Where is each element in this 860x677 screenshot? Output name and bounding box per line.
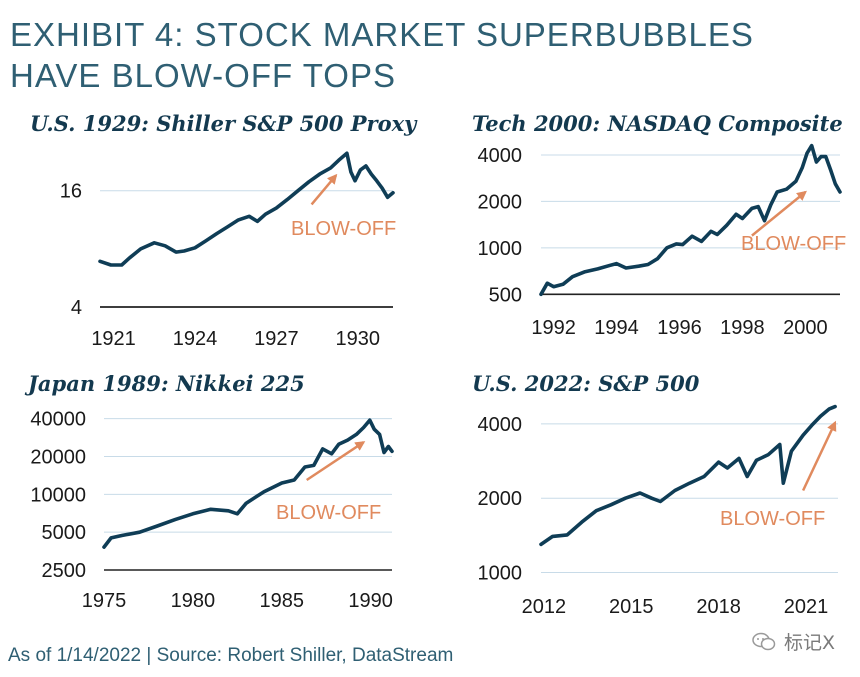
x-tick-label-us1929: 1924 [173,328,218,350]
blowoff-label-japan1989: BLOW-OFF [276,502,381,524]
x-tick-label-tech2000: 1996 [657,317,702,339]
series-line-tech2000 [539,143,842,297]
panel-title-us1929: U.S. 1929: Shiller S&P 500 Proxy [30,111,418,136]
x-tick-label-japan1989: 1980 [171,590,216,612]
blowoff-label-tech2000: BLOW-OFF [741,233,846,255]
y-tick-label-japan1989: 10000 [30,484,86,506]
x-tick-label-tech2000: 1998 [720,317,765,339]
y-tick-label-tech2000: 2000 [478,191,523,213]
panel-us2022: U.S. 2022: S&P 500 4000 2000 1000 2012 2015 2… [472,371,838,618]
y-tick-label-tech2000: 1000 [478,238,523,260]
watermark: 标记X [752,628,835,655]
y-tick-label-us2022: 2000 [478,488,523,510]
x-tick-label-tech2000: 1994 [594,317,639,339]
exhibit-title: EXHIBIT 4: STOCK MARKET SUPERBUBBLES HAV… [10,16,754,94]
y-tick-label-japan1989: 2500 [42,560,87,582]
blowoff-arrow-japan1989 [306,441,366,482]
y-tick-label-us1929: 16 [60,181,82,203]
y-tick-label-tech2000: 500 [489,284,522,306]
y-tick-label-us1929: 4 [71,297,82,319]
x-tick-label-us2022: 2015 [609,596,654,618]
chat-bubbles-icon [752,632,776,650]
panel-title-tech2000: Tech 2000: NASDAQ Composite [472,111,843,136]
blowoff-arrow-tech2000 [751,190,807,237]
x-tick-label-us1929: 1927 [254,328,299,350]
series-line-japan1989 [102,418,394,549]
charts-canvas: U.S. 1929: Shiller S&P 500 Proxy 16 4 1921… [24,111,846,618]
source-footnote: As of 1/14/2022 | Source: Robert Shiller… [8,645,454,666]
x-tick-label-japan1989: 1975 [82,590,127,612]
x-tick-label-tech2000: 2000 [783,317,828,339]
y-tick-label-tech2000: 4000 [478,145,523,167]
x-tick-label-japan1989: 1990 [348,590,393,612]
blowoff-label-us1929: BLOW-OFF [291,218,396,240]
watermark-text: 标记X [784,632,836,654]
x-tick-label-us2022: 2021 [784,596,829,618]
panel-title-us2022: U.S. 2022: S&P 500 [472,371,700,396]
panel-us1929: U.S. 1929: Shiller S&P 500 Proxy 16 4 1921… [30,111,418,350]
blowoff-label-us2022: BLOW-OFF [720,508,825,530]
x-tick-label-us1929: 1930 [335,328,380,350]
blowoff-arrow-us2022 [801,420,837,492]
y-tick-label-us2022: 4000 [478,414,523,436]
panel-title-japan1989: Japan 1989: Nikkei 225 [24,371,305,396]
panel-tech2000: Tech 2000: NASDAQ Composite 4000 2000 1000… [472,111,846,339]
series-line-us2022 [539,404,837,547]
x-tick-label-japan1989: 1985 [260,590,305,612]
x-tick-label-tech2000: 1992 [531,317,576,339]
panel-japan1989: Japan 1989: Nikkei 225 40000 20000 10000 50… [24,371,394,612]
y-tick-label-japan1989: 40000 [30,409,86,431]
y-tick-label-japan1989: 20000 [30,446,86,468]
y-tick-label-us2022: 1000 [478,563,523,585]
blowoff-arrow-us1929 [310,173,338,206]
y-tick-label-japan1989: 5000 [42,522,87,544]
x-tick-label-us1929: 1921 [91,328,136,350]
x-tick-label-us2022: 2012 [522,596,567,618]
x-tick-label-us2022: 2018 [696,596,741,618]
series-line-us1929 [98,151,395,267]
